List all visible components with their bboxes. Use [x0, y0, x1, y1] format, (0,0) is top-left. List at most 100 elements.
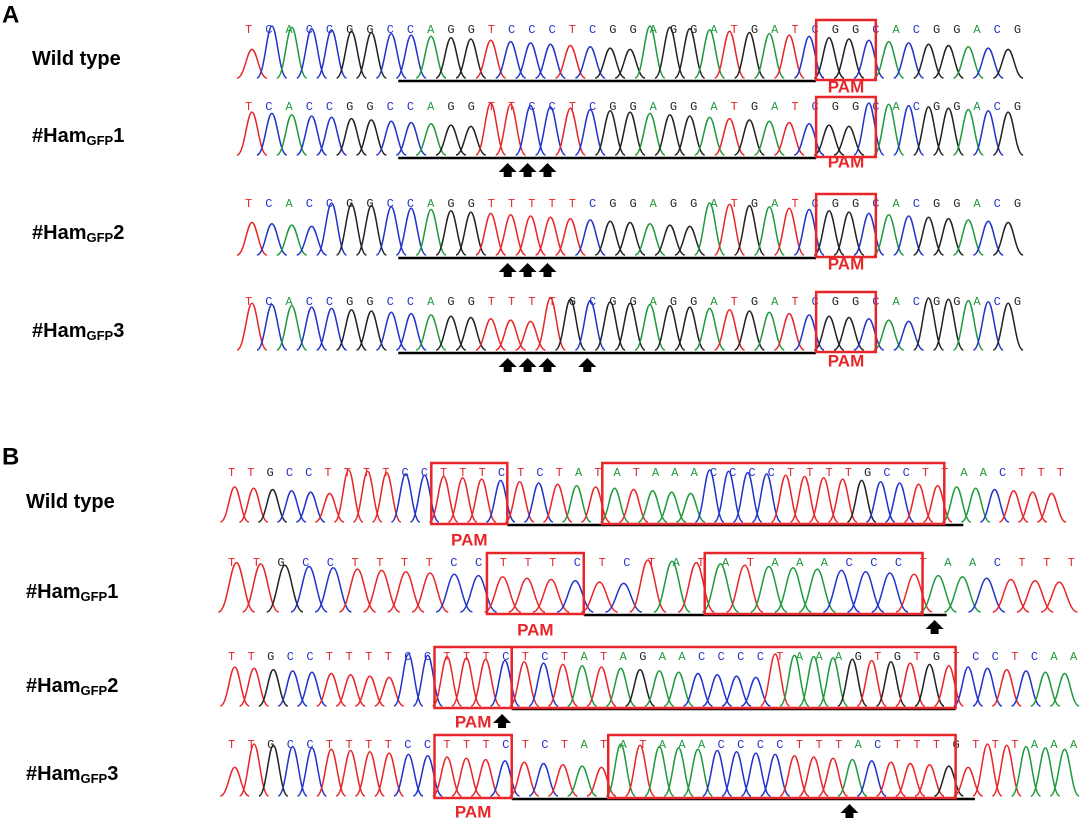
- trace-peak: [515, 215, 546, 256]
- trace-peak: [654, 224, 686, 256]
- trace-peak: [677, 561, 715, 613]
- base: T: [1011, 650, 1018, 664]
- trace-peak: [451, 657, 482, 707]
- base: C: [729, 466, 736, 480]
- base: G: [855, 650, 862, 664]
- trace-peak: [239, 667, 269, 707]
- trace-peak: [721, 751, 752, 797]
- trace-peak: [853, 212, 885, 256]
- base: C: [776, 738, 783, 752]
- base: G: [346, 23, 353, 37]
- base: T: [463, 738, 470, 752]
- base: T: [488, 100, 495, 114]
- base: G: [468, 23, 475, 37]
- base: A: [580, 650, 588, 664]
- trace-peak: [833, 38, 865, 79]
- trace-peak: [374, 752, 405, 797]
- name-subscript: GFP: [86, 230, 113, 245]
- trace-peak: [856, 659, 887, 707]
- base: G: [690, 23, 697, 37]
- trace-peak: [980, 488, 1010, 523]
- base: A: [960, 466, 968, 480]
- trace-peak: [822, 569, 860, 613]
- base: T: [791, 295, 798, 309]
- base: C: [737, 738, 744, 752]
- base: C: [326, 23, 333, 37]
- base: T: [228, 556, 235, 570]
- base: A: [1050, 650, 1058, 664]
- base: G: [629, 197, 636, 211]
- pam-label: PAM: [455, 712, 492, 731]
- trace-peak: [314, 567, 352, 613]
- trace-peak: [266, 564, 304, 613]
- mutation-arrow: [840, 804, 859, 818]
- base: A: [659, 738, 667, 752]
- trace-peak: [338, 568, 376, 613]
- trace-peak: [1016, 580, 1054, 613]
- trace-peak: [773, 34, 805, 79]
- base: A: [855, 738, 863, 752]
- base: G: [864, 466, 871, 480]
- base: T: [488, 197, 495, 211]
- base: T: [326, 650, 333, 664]
- base: T: [522, 650, 529, 664]
- highlight-box: [430, 461, 509, 526]
- base: C: [913, 295, 920, 309]
- base: C: [387, 23, 394, 37]
- base: G: [751, 197, 758, 211]
- trace-peak: [999, 490, 1029, 523]
- trace-peak: [447, 477, 478, 523]
- base: A: [892, 100, 900, 114]
- trace-peak: [256, 223, 288, 256]
- highlight-box: [814, 95, 878, 159]
- base: C: [528, 23, 535, 37]
- trace-peak: [701, 563, 740, 613]
- highlight-box: [814, 290, 878, 354]
- mutation-arrow: [518, 263, 537, 277]
- trace-peak: [992, 111, 1024, 156]
- base: G: [670, 100, 677, 114]
- base: C: [305, 466, 312, 480]
- trace-peak: [933, 217, 964, 256]
- trace-peak: [798, 568, 836, 613]
- trace-peak: [258, 668, 289, 707]
- trace-peak: [548, 764, 578, 797]
- base: T: [1038, 466, 1045, 480]
- trace-peak: [733, 204, 766, 256]
- name-suffix: 3: [113, 320, 124, 342]
- base: G: [933, 197, 940, 211]
- base: C: [265, 295, 272, 309]
- base: A: [771, 23, 779, 37]
- trace-peak: [753, 206, 786, 256]
- trace-peak: [534, 106, 567, 156]
- trace-peak: [644, 670, 675, 707]
- trace-peak: [395, 121, 427, 156]
- trace-peak: [873, 103, 905, 156]
- trace-peak: [833, 211, 865, 256]
- trace-peak: [1030, 747, 1061, 797]
- base: C: [302, 556, 309, 570]
- trace-peak: [714, 308, 745, 351]
- trace-peak: [371, 471, 402, 523]
- base: C: [327, 556, 334, 570]
- base: T: [549, 556, 556, 570]
- base: C: [549, 100, 556, 114]
- trace-peak: [813, 210, 845, 256]
- trace-peak: [953, 219, 984, 256]
- base: C: [589, 100, 596, 114]
- trace-peak: [754, 33, 785, 79]
- base: T: [894, 738, 901, 752]
- trace-peak: [818, 757, 848, 797]
- base: T: [731, 23, 738, 37]
- trace-peak: [912, 106, 945, 156]
- base: C: [757, 738, 764, 752]
- base: A: [659, 650, 667, 664]
- base: T: [443, 738, 450, 752]
- trace-peak: [554, 298, 587, 351]
- mutation-arrow: [498, 358, 517, 372]
- trace-peak: [435, 36, 467, 79]
- trace-peak: [495, 213, 526, 256]
- base: T: [365, 738, 372, 752]
- base: T: [528, 295, 535, 309]
